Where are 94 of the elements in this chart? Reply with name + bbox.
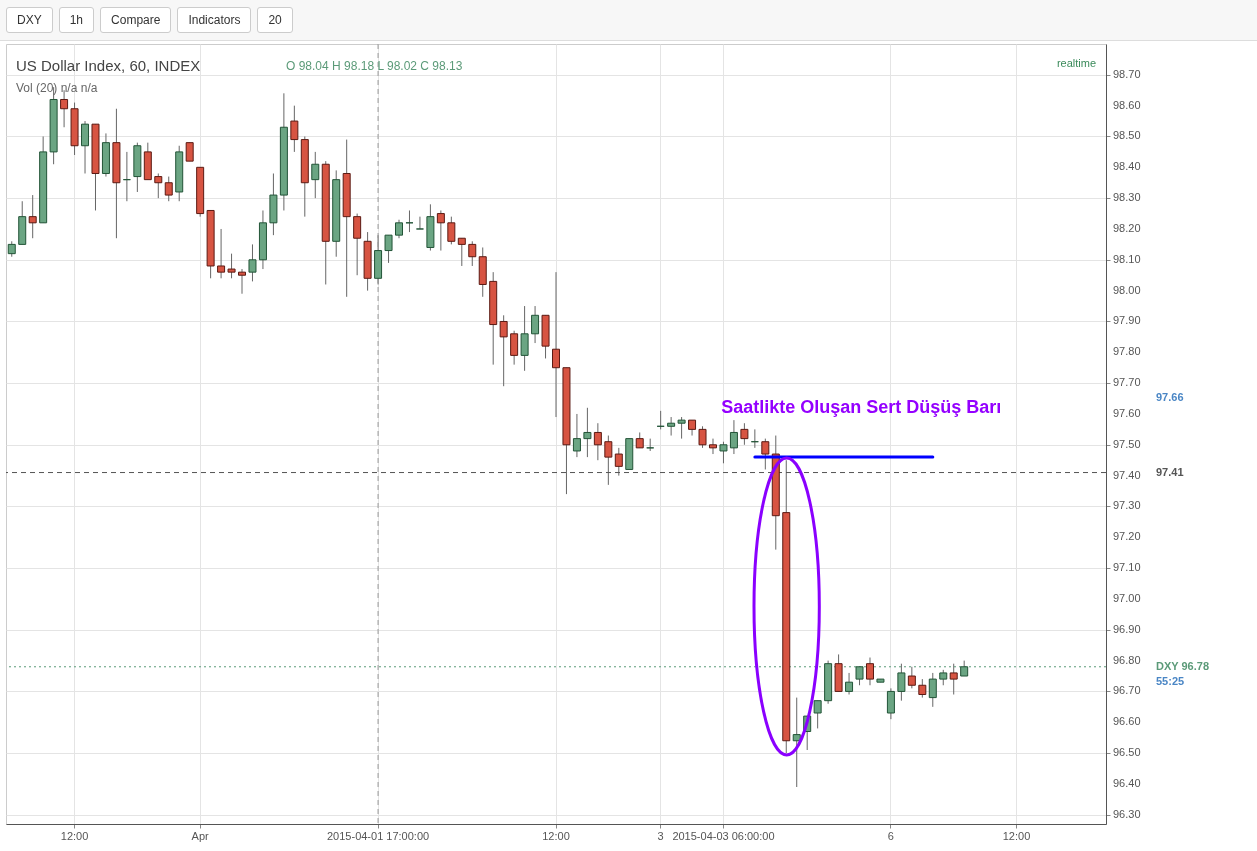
annotation: realtime bbox=[1056, 57, 1096, 69]
y-tick-label: 96.40 bbox=[1113, 776, 1141, 789]
candlestick bbox=[897, 663, 906, 702]
x-tick-label: Apr bbox=[191, 829, 210, 842]
y-tick-label: 96.30 bbox=[1113, 807, 1141, 820]
x-tick-label: 12:00 bbox=[60, 829, 89, 842]
candlestick bbox=[436, 209, 445, 252]
annotation: Saatlikte Oluşan Sert Düşüş Barı bbox=[721, 397, 1002, 418]
y-tick-label: 97.20 bbox=[1113, 530, 1141, 543]
x-tick-label: 2015-04-03 06:00:00 bbox=[672, 829, 775, 842]
candlestick bbox=[510, 330, 519, 366]
candlestick bbox=[468, 240, 477, 267]
y-tick-label: 98.50 bbox=[1113, 129, 1141, 142]
candlestick bbox=[719, 441, 728, 464]
y-tick-label: 98.20 bbox=[1113, 221, 1141, 234]
candlestick bbox=[238, 268, 247, 295]
candlestick bbox=[886, 687, 895, 720]
text: 1h bbox=[58, 7, 95, 33]
y-tick-label: 97.80 bbox=[1113, 345, 1141, 358]
candlestick bbox=[593, 422, 602, 461]
y-tick-label: 96.60 bbox=[1113, 715, 1141, 728]
y-tick-label: 98.60 bbox=[1113, 98, 1141, 111]
text: 20 bbox=[257, 7, 293, 33]
y-tick-label: 98.40 bbox=[1113, 160, 1141, 173]
y-tick-label: 97.90 bbox=[1113, 314, 1141, 327]
candlestick bbox=[729, 419, 738, 455]
candlestick bbox=[499, 314, 508, 387]
y-tick-label: 98.10 bbox=[1113, 252, 1141, 265]
candlestick bbox=[907, 666, 916, 689]
candlestick bbox=[457, 237, 466, 267]
y-tick-label: 97.60 bbox=[1113, 406, 1141, 419]
text: Compare bbox=[100, 7, 172, 33]
y-tick-label: 98.00 bbox=[1113, 283, 1141, 296]
y-tick-label: 96.90 bbox=[1113, 622, 1141, 635]
candlestick bbox=[415, 216, 424, 230]
candlestick bbox=[217, 228, 226, 279]
y-tick-label: 97.10 bbox=[1113, 561, 1141, 574]
candlestick bbox=[290, 105, 299, 153]
candlestick bbox=[531, 305, 540, 344]
candlestick bbox=[164, 176, 173, 202]
y-tick-label: 96.70 bbox=[1113, 684, 1141, 697]
candlestick bbox=[28, 194, 37, 239]
candlestick bbox=[865, 657, 874, 686]
text: US Dollar Index, 60, INDEX bbox=[16, 57, 201, 74]
y-tick-label: 97.30 bbox=[1113, 499, 1141, 512]
candlestick bbox=[845, 672, 854, 696]
y-tick-label: 96.50 bbox=[1113, 746, 1141, 759]
x-tick-label: 3 bbox=[657, 829, 664, 842]
y-tick-label: 97.50 bbox=[1113, 437, 1141, 450]
candlestick bbox=[813, 700, 822, 729]
y-tick-label: 98.30 bbox=[1113, 191, 1141, 204]
ref-line-label: DXY 96.78 bbox=[1156, 659, 1210, 672]
candlestick bbox=[227, 253, 236, 279]
x-tick-label: 2015-04-01 17:00:00 bbox=[327, 829, 430, 842]
candlestick bbox=[928, 672, 937, 708]
candlestick bbox=[708, 438, 717, 455]
y-tick-label: 97.00 bbox=[1113, 591, 1141, 604]
candlestick bbox=[572, 413, 581, 458]
candlestick bbox=[855, 666, 864, 686]
candlestick bbox=[248, 243, 257, 282]
ref-line-label: 97.41 bbox=[1156, 465, 1184, 478]
text: 55:25 bbox=[1156, 674, 1185, 687]
candlestick bbox=[949, 663, 958, 696]
y-tick-label: 98.70 bbox=[1113, 67, 1141, 80]
candlestick bbox=[698, 425, 707, 449]
candlestick bbox=[154, 172, 163, 199]
x-tick-label: 12:00 bbox=[542, 829, 570, 842]
text: Indicators bbox=[177, 7, 252, 33]
candlestick bbox=[761, 438, 770, 470]
candlestick bbox=[81, 120, 90, 174]
candlestick bbox=[395, 219, 404, 239]
candlestick bbox=[740, 422, 749, 446]
x-tick-label: 6 bbox=[887, 829, 894, 842]
candlestick bbox=[918, 678, 927, 699]
candlestick bbox=[552, 271, 560, 418]
candlestick bbox=[520, 305, 529, 372]
candlestick bbox=[614, 447, 623, 477]
candlestick bbox=[667, 416, 676, 437]
candlestick bbox=[604, 435, 613, 486]
candlestick bbox=[447, 216, 456, 245]
y-tick-label: 96.80 bbox=[1113, 653, 1141, 666]
y-tick-label: 97.40 bbox=[1113, 468, 1141, 481]
candlestick bbox=[353, 213, 362, 276]
candlestick bbox=[185, 142, 194, 162]
candlestick bbox=[583, 407, 592, 458]
annotation: Vol (20) n/a n/a bbox=[16, 81, 98, 95]
text: O 98.04 H 98.18 L 98.02 C 98.13 bbox=[286, 59, 463, 73]
text: 97.66 bbox=[1156, 390, 1184, 403]
candlestick bbox=[311, 151, 320, 199]
y-tick-label: 97.70 bbox=[1113, 376, 1141, 389]
candlestick bbox=[677, 416, 686, 440]
x-tick-label: 12:00 bbox=[1002, 829, 1031, 842]
candlestick bbox=[384, 234, 393, 264]
text: DXY bbox=[6, 7, 53, 33]
